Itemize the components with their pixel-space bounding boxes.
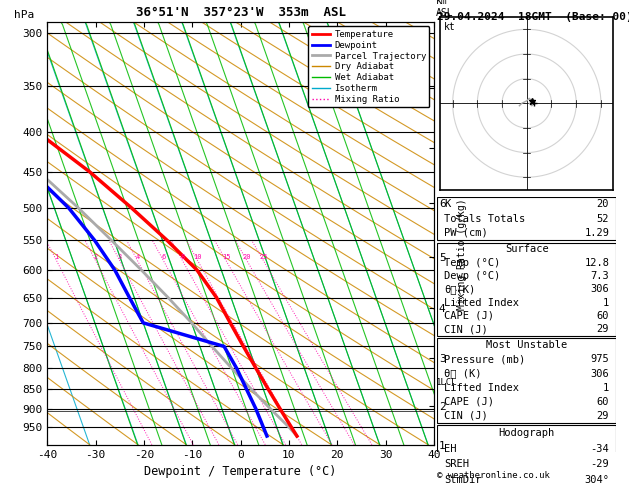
- Text: km
ASL: km ASL: [436, 0, 454, 17]
- Text: PW (cm): PW (cm): [444, 228, 488, 238]
- Text: 8: 8: [181, 254, 184, 260]
- Text: Mixing Ratio (g/kg): Mixing Ratio (g/kg): [457, 199, 467, 310]
- Text: CAPE (J): CAPE (J): [444, 311, 494, 321]
- Text: Most Unstable: Most Unstable: [486, 341, 567, 350]
- Text: Totals Totals: Totals Totals: [444, 213, 526, 224]
- Text: Hodograph: Hodograph: [499, 428, 555, 438]
- Text: 60: 60: [597, 397, 610, 407]
- Text: 2: 2: [93, 254, 97, 260]
- Text: EH: EH: [444, 444, 457, 453]
- Text: 304°: 304°: [584, 475, 610, 485]
- Text: hPa: hPa: [14, 10, 35, 20]
- Text: © weatheronline.co.uk: © weatheronline.co.uk: [437, 471, 550, 480]
- Text: 3: 3: [118, 254, 122, 260]
- Text: 1: 1: [603, 297, 610, 308]
- Text: 29: 29: [597, 324, 610, 334]
- Text: 1.29: 1.29: [584, 228, 610, 238]
- Text: 20: 20: [597, 199, 610, 209]
- Text: 29.04.2024  18GMT  (Base: 00): 29.04.2024 18GMT (Base: 00): [437, 12, 629, 22]
- Text: CIN (J): CIN (J): [444, 324, 488, 334]
- X-axis label: Dewpoint / Temperature (°C): Dewpoint / Temperature (°C): [145, 465, 337, 478]
- Legend: Temperature, Dewpoint, Parcel Trajectory, Dry Adiabat, Wet Adiabat, Isotherm, Mi: Temperature, Dewpoint, Parcel Trajectory…: [308, 26, 430, 107]
- Text: Temp (°C): Temp (°C): [444, 258, 501, 268]
- Text: 6: 6: [161, 254, 165, 260]
- Text: 306: 306: [591, 368, 610, 379]
- Text: 60: 60: [597, 311, 610, 321]
- Text: 25: 25: [259, 254, 267, 260]
- Text: 4: 4: [135, 254, 140, 260]
- Text: 20: 20: [243, 254, 251, 260]
- Text: 975: 975: [591, 354, 610, 364]
- Text: CIN (J): CIN (J): [444, 411, 488, 420]
- Text: 15: 15: [222, 254, 230, 260]
- Text: -29: -29: [591, 459, 610, 469]
- Text: 52: 52: [597, 213, 610, 224]
- Text: θᴇ(K): θᴇ(K): [444, 284, 476, 295]
- Text: 7.3: 7.3: [591, 271, 610, 281]
- Text: Lifted Index: Lifted Index: [444, 297, 520, 308]
- Text: -34: -34: [591, 444, 610, 453]
- Text: SREH: SREH: [444, 459, 469, 469]
- Text: 10: 10: [193, 254, 202, 260]
- Text: K: K: [444, 199, 450, 209]
- Text: CAPE (J): CAPE (J): [444, 397, 494, 407]
- Text: 12.8: 12.8: [584, 258, 610, 268]
- Text: 1LCL: 1LCL: [436, 378, 457, 387]
- Text: 29: 29: [597, 411, 610, 420]
- Text: 306: 306: [591, 284, 610, 295]
- Text: 1: 1: [603, 382, 610, 393]
- Text: Surface: Surface: [505, 244, 548, 254]
- Title: 36°51'N  357°23'W  353m  ASL: 36°51'N 357°23'W 353m ASL: [136, 6, 345, 19]
- Text: 1: 1: [54, 254, 58, 260]
- Text: kt: kt: [443, 22, 455, 32]
- Text: Pressure (mb): Pressure (mb): [444, 354, 526, 364]
- Text: Lifted Index: Lifted Index: [444, 382, 520, 393]
- Text: StmDir: StmDir: [444, 475, 482, 485]
- Text: Dewp (°C): Dewp (°C): [444, 271, 501, 281]
- Text: θᴇ (K): θᴇ (K): [444, 368, 482, 379]
